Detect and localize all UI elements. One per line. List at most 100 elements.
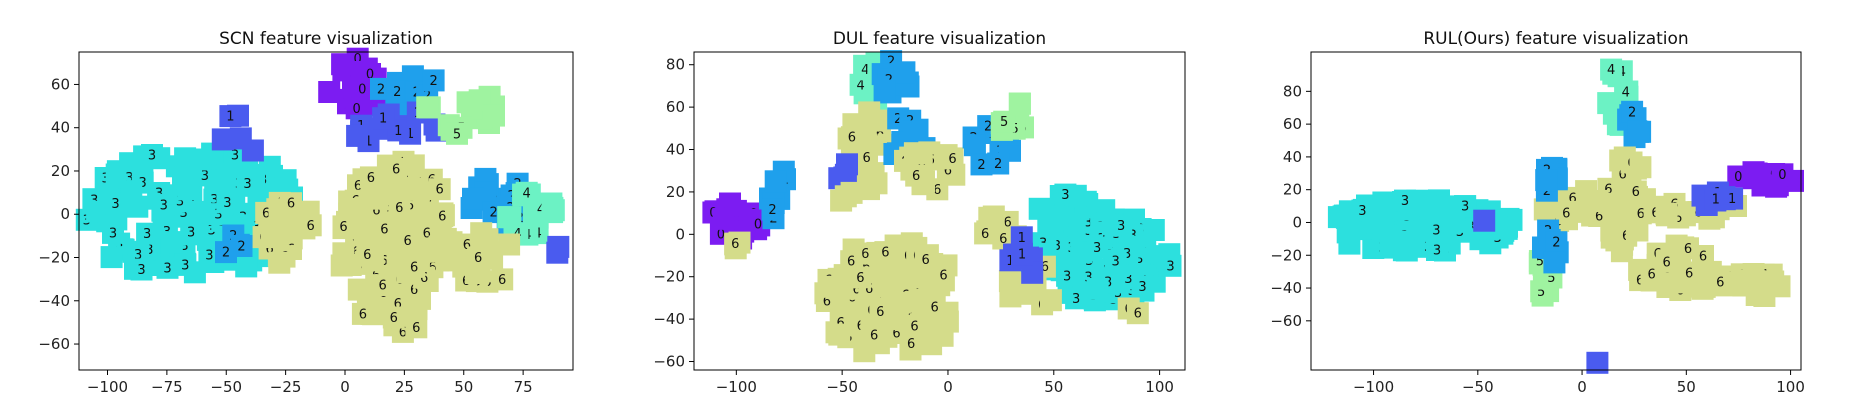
data-point-label: 0 — [1778, 168, 1786, 183]
data-point-box — [356, 243, 379, 266]
y-tick-label: −60 — [1270, 312, 1302, 330]
data-point-box — [903, 142, 926, 165]
data-point-label: 3 — [1401, 194, 1409, 209]
data-point-box — [905, 164, 928, 187]
data-point-box — [210, 169, 233, 192]
data-point-box — [1586, 190, 1609, 212]
data-point: 4 — [1614, 81, 1637, 104]
data-point-label: 6 — [363, 248, 371, 263]
data-point-label: 3 — [1093, 241, 1101, 256]
y-tick-label: 80 — [1283, 82, 1302, 100]
data-point-box — [1615, 199, 1638, 222]
data-point-label: 3 — [109, 226, 117, 241]
data-point-box — [386, 80, 409, 103]
data-point: 1 — [219, 105, 242, 128]
data-point-box — [830, 189, 853, 212]
data-point-label: 3 — [143, 227, 151, 242]
data-point: 0 — [1771, 163, 1794, 186]
data-point-box — [874, 241, 897, 264]
data-point-box — [1039, 289, 1062, 312]
data-point-box — [405, 316, 428, 339]
data-point: 6 — [903, 314, 926, 337]
data-point: 6 — [491, 268, 514, 291]
data-point-label: 5 — [1000, 115, 1008, 130]
data-point: 2 — [1621, 100, 1644, 123]
x-tick-label: −100 — [87, 378, 128, 396]
data-point-box — [923, 295, 946, 318]
data-point — [903, 120, 925, 143]
data-point: 2 — [422, 69, 445, 92]
data-point-box — [1086, 277, 1109, 300]
data-point-label: 3 — [1433, 244, 1441, 259]
data-point-box — [828, 323, 851, 346]
data-point-label: 3 — [180, 239, 188, 254]
data-point-box — [1629, 156, 1652, 179]
data-point: 1 — [1704, 188, 1727, 211]
data-point-label: 0 — [717, 227, 725, 242]
y-tick-label: 0 — [1292, 213, 1302, 231]
y-tick-label: 60 — [1283, 115, 1302, 133]
data-point-label: 6 — [861, 247, 869, 262]
data-point-box — [993, 110, 1016, 133]
data-point — [712, 207, 735, 230]
y-tick-label: −20 — [1270, 246, 1302, 264]
data-point-label: 4 — [523, 186, 531, 201]
data-point — [1627, 120, 1650, 143]
data-point — [857, 174, 880, 197]
data-point: 3 — [216, 191, 239, 214]
data-point-box — [857, 174, 880, 197]
x-tick-label: −50 — [826, 378, 858, 396]
data-point-box — [174, 253, 197, 276]
data-point-label: 6 — [1663, 255, 1671, 270]
y-tick-label: −40 — [653, 310, 685, 328]
x-tick-label: 50 — [1044, 378, 1063, 396]
data-point-label: 2 — [984, 120, 992, 135]
data-point: 6 — [351, 302, 374, 325]
data-point-box — [462, 187, 484, 210]
data-point-box — [346, 124, 369, 147]
data-point-label: 2 — [429, 74, 437, 89]
data-point-box — [849, 266, 872, 289]
data-point-label: 0 — [1734, 170, 1742, 185]
data-point-box — [431, 205, 454, 228]
panel-title: RUL(Ours) feature visualization — [1423, 29, 1688, 49]
data-point-box — [332, 242, 355, 265]
data-point-box — [211, 128, 234, 151]
axes-frame — [78, 51, 574, 371]
data-point-label: 6 — [354, 179, 362, 194]
data-point-box — [873, 79, 896, 102]
data-point-label: 6 — [847, 255, 855, 270]
data-point: 6 — [932, 263, 955, 286]
data-point-label: 6 — [948, 152, 956, 167]
data-point-label: 6 — [999, 232, 1007, 247]
data-point-label: 3 — [163, 261, 171, 276]
data-point-label: 6 — [367, 171, 375, 186]
data-point-label: 1 — [1712, 193, 1720, 208]
data-point-label: 3 — [160, 198, 168, 213]
data-point-label: 6 — [436, 183, 444, 198]
y-tick-label: −20 — [653, 268, 685, 286]
data-point-label: 3 — [125, 171, 133, 186]
data-point: 6 — [914, 248, 937, 271]
data-point-label: 3 — [1053, 239, 1061, 254]
x-tick-label: 25 — [395, 378, 414, 396]
data-point-box — [1762, 270, 1785, 293]
data-point-box — [941, 147, 964, 170]
data-point-label: 6 — [912, 169, 920, 184]
data-point-label: 6 — [981, 227, 989, 242]
data-point: 3 — [1131, 275, 1154, 298]
y-tick-label: −60 — [653, 353, 685, 371]
data-point: 6 — [1677, 237, 1699, 260]
data-point-box — [428, 178, 451, 201]
data-point-label: 4 — [856, 78, 864, 93]
data-point-label: 6 — [399, 325, 407, 340]
x-axis: −100 −75 −50 −25 0 25 50 75 — [87, 370, 533, 396]
y-tick-label: 40 — [51, 119, 70, 137]
data-point-box — [914, 248, 937, 271]
data-point-box — [385, 158, 408, 180]
data-point-label: 6 — [910, 319, 918, 334]
data-point — [332, 242, 355, 265]
data-point: 3 — [180, 221, 203, 244]
data-point-box — [198, 244, 221, 266]
data-point-box — [372, 107, 395, 130]
